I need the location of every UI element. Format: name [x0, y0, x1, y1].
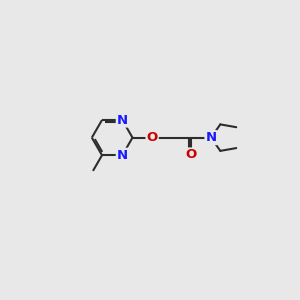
Text: O: O: [146, 131, 158, 144]
Text: N: N: [206, 131, 217, 144]
Text: N: N: [117, 113, 128, 127]
Text: O: O: [186, 148, 197, 161]
Text: N: N: [117, 149, 128, 162]
